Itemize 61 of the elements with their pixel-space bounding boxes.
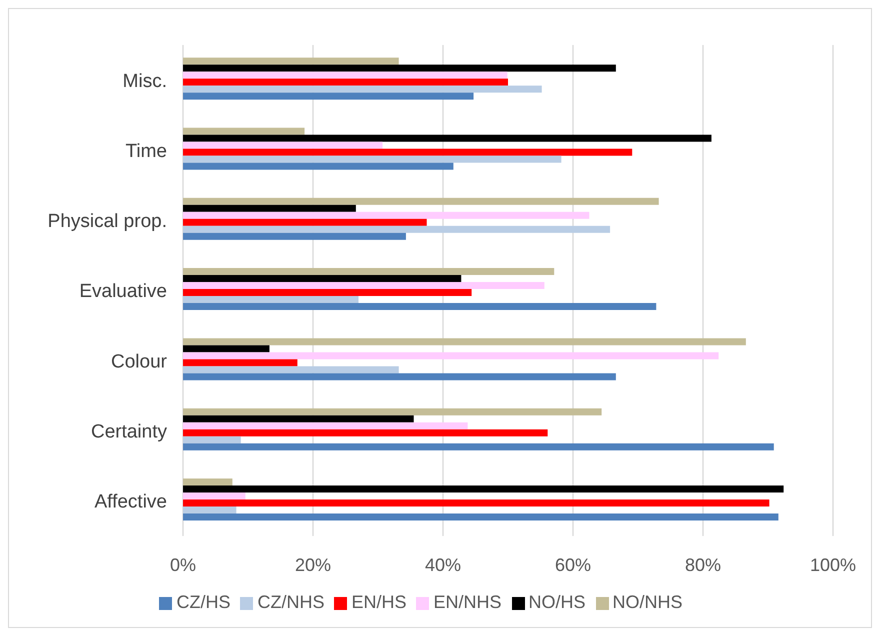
bar xyxy=(183,156,562,163)
x-tick-label: 80% xyxy=(684,554,722,575)
bar xyxy=(183,492,246,500)
bar xyxy=(183,204,356,212)
bar xyxy=(183,232,406,240)
legend-label: EN/HS xyxy=(351,592,406,612)
y-tick-label: Affective xyxy=(94,492,167,513)
legend-label: CZ/HS xyxy=(176,592,230,612)
bar xyxy=(183,212,590,219)
bar xyxy=(183,64,616,72)
x-tick-label: 60% xyxy=(554,554,592,575)
bar xyxy=(183,226,610,233)
bar xyxy=(183,485,784,492)
bar xyxy=(183,86,542,93)
bar xyxy=(183,373,616,380)
bar xyxy=(183,148,632,156)
bar xyxy=(183,303,656,310)
y-tick-label: Colour xyxy=(111,351,168,372)
y-tick-label: Certainty xyxy=(90,422,168,443)
bar xyxy=(183,162,454,170)
y-tick-label: Physical prop. xyxy=(48,211,167,232)
bar xyxy=(183,142,383,149)
bar xyxy=(183,366,399,374)
bar xyxy=(183,218,427,226)
legend-label: NO/HS xyxy=(528,592,586,612)
y-tick-label: Evaluative xyxy=(79,281,167,302)
bar xyxy=(183,352,719,360)
bar xyxy=(183,78,508,86)
bar xyxy=(183,268,554,276)
legend-label: EN/NHS xyxy=(433,592,502,612)
bar xyxy=(183,338,746,346)
bar xyxy=(183,415,414,422)
bar xyxy=(183,198,659,205)
bar xyxy=(183,408,602,416)
bar xyxy=(183,436,241,444)
legend-label: NO/NHS xyxy=(612,592,683,612)
bar xyxy=(183,345,270,352)
x-tick-label: 0% xyxy=(170,554,196,575)
bar xyxy=(183,282,544,290)
bar xyxy=(183,128,305,135)
bar xyxy=(183,134,712,142)
bar xyxy=(183,443,774,450)
bar xyxy=(183,422,468,430)
bar xyxy=(183,513,778,520)
bar xyxy=(183,499,770,506)
x-tick-label: 100% xyxy=(810,554,856,575)
bar xyxy=(183,72,508,79)
legend-label: CZ/NHS xyxy=(257,592,324,612)
bar xyxy=(183,359,298,366)
y-tick-label: Time xyxy=(125,140,167,162)
bar xyxy=(183,289,472,296)
bar xyxy=(183,429,548,436)
bar xyxy=(183,275,462,282)
bar xyxy=(183,478,232,486)
x-tick-label: 20% xyxy=(294,554,332,575)
bar xyxy=(183,92,474,100)
bar xyxy=(183,296,358,304)
x-tick-label: 40% xyxy=(424,554,462,575)
y-tick-label: Misc. xyxy=(122,70,167,92)
bar xyxy=(183,58,399,65)
bar xyxy=(183,506,236,514)
